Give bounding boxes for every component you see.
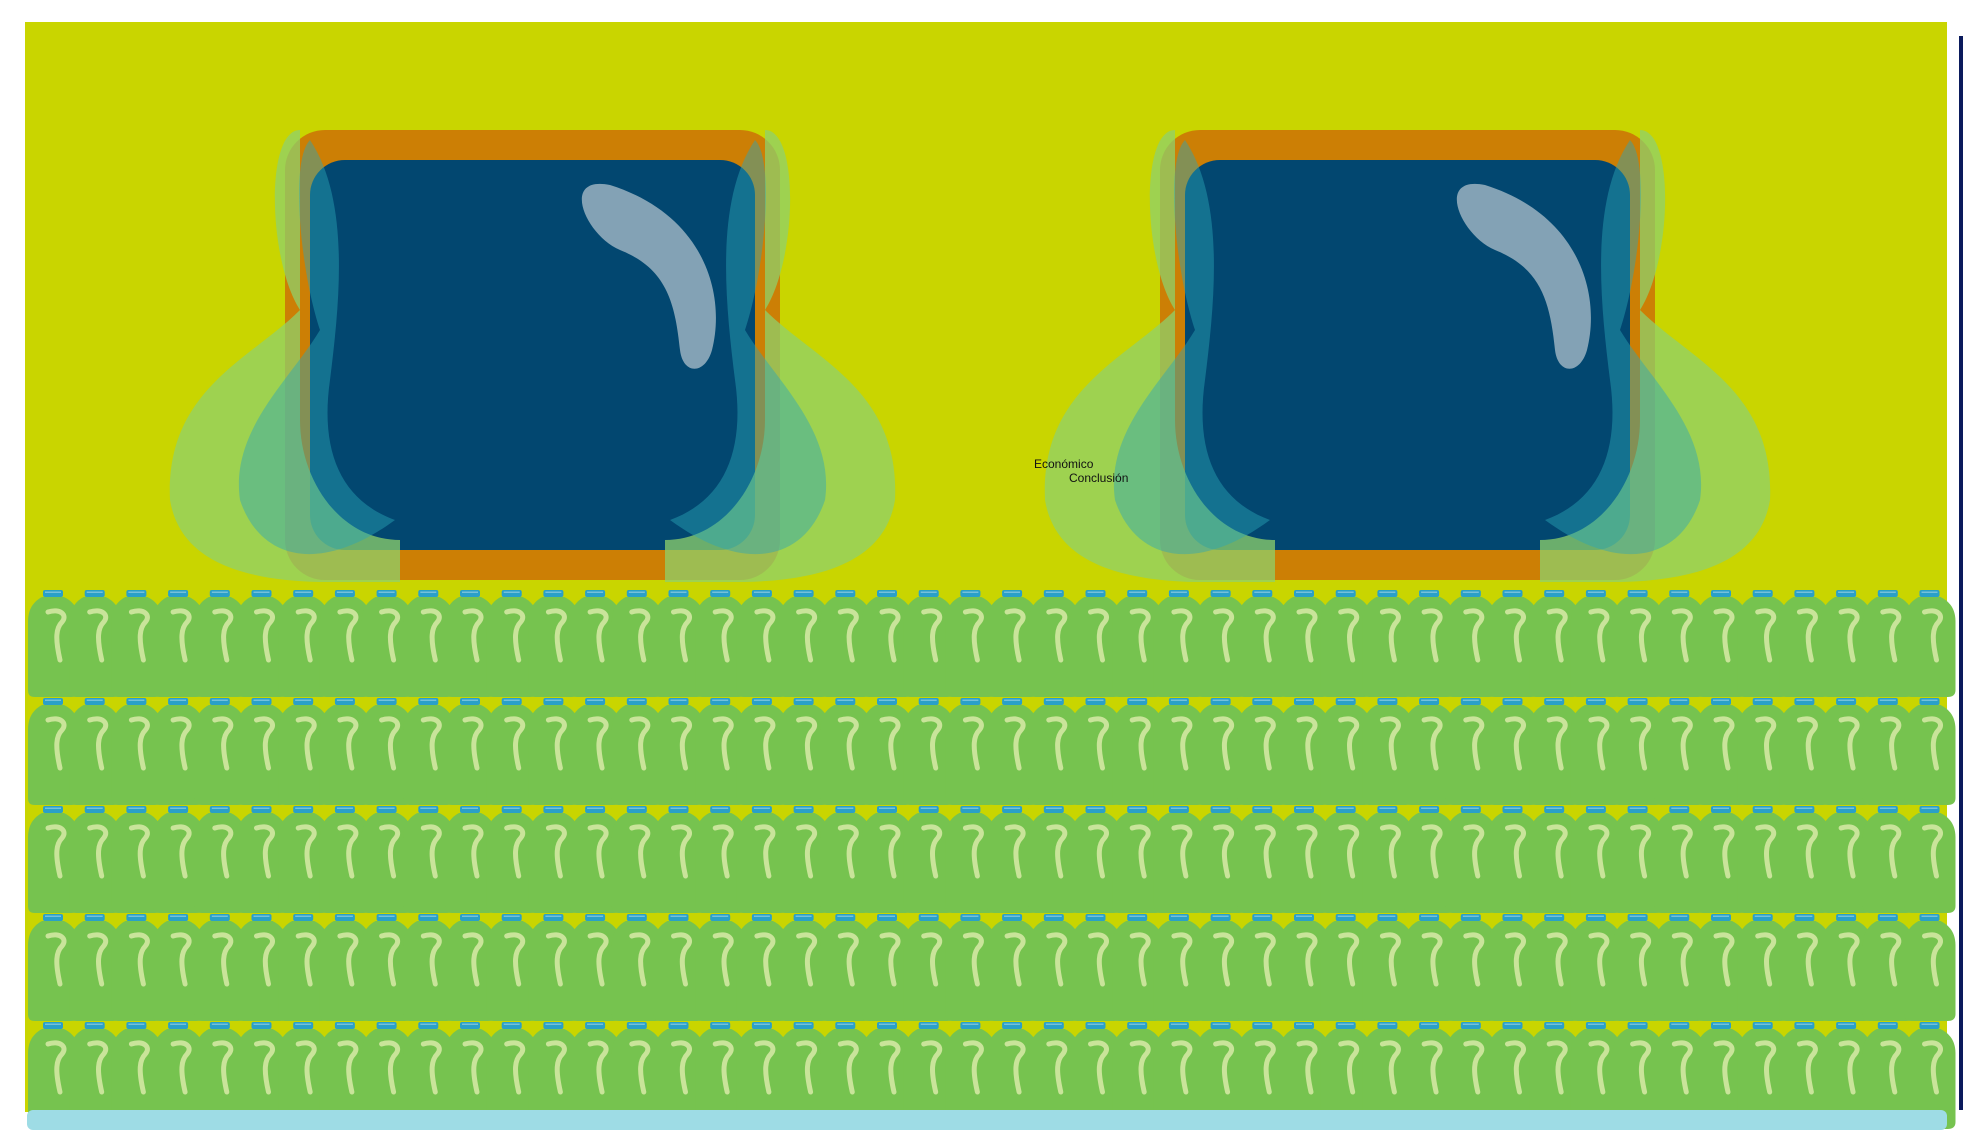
left-drape-inner-right [670,140,827,555]
right-edge-line [1959,36,1963,1110]
label-conclusion: Conclusión [1069,471,1129,485]
bottle-icon [1905,698,1956,805]
bottle-icon [1905,914,1956,1021]
left-screen-highlight [581,183,716,369]
bottle-icon [1905,806,1956,913]
right-drape-outer-right [1540,130,1771,582]
right-screen-highlight [1456,183,1591,369]
base-strip [27,1110,1947,1130]
left-drape-inner-left [238,140,395,555]
right-drape-outer-left [1044,130,1275,582]
right-drape-inner-left [1113,140,1270,555]
bottle-icon [1905,590,1956,697]
left-screen-group [169,130,896,582]
right-screen-group [1044,130,1771,582]
label-economico: Económico [1034,457,1094,471]
right-drape-inner-right [1545,140,1702,555]
left-drape-outer-right [665,130,896,582]
left-drape-outer-left [169,130,400,582]
bottle-field [28,590,1956,1129]
